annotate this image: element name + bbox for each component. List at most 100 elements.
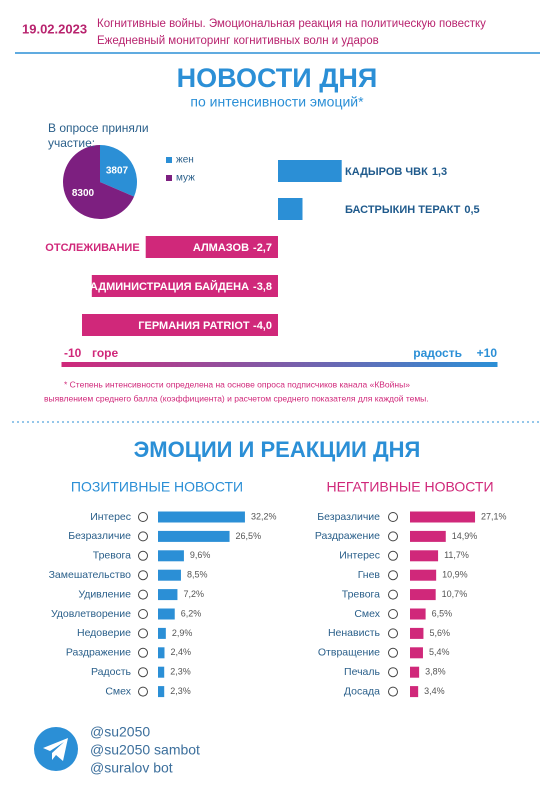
emoji-icon bbox=[388, 570, 398, 581]
bar bbox=[158, 589, 178, 601]
emoji-icon bbox=[388, 667, 398, 678]
legend-label: муж bbox=[176, 173, 195, 184]
header-line: Ежедневный мониторинг когнитивных волн и… bbox=[97, 35, 379, 47]
category: АДМИНИСТРАЦИЯ БАЙДЕНА bbox=[90, 280, 249, 293]
value-label: 2,4% bbox=[170, 647, 191, 657]
bar bbox=[158, 686, 165, 698]
category: АЛМАЗОВ bbox=[193, 242, 249, 254]
value-label: 0,5 bbox=[464, 204, 479, 216]
category-label: Замешательство bbox=[49, 569, 132, 581]
slice-label: 8300 bbox=[72, 188, 95, 199]
bar-label: АДМИНИСТРАЦИЯ БАЙДЕНА -3,8 bbox=[90, 280, 272, 293]
category-label: Недоверие bbox=[77, 627, 131, 639]
bar bbox=[410, 686, 419, 698]
emoji-icon bbox=[138, 686, 148, 697]
section-title: ЭМОЦИИ И РЕАКЦИИ ДНЯ bbox=[134, 437, 421, 462]
handle[interactable]: @su2050 sambot bbox=[90, 742, 200, 758]
value-label: 26,5% bbox=[236, 531, 262, 541]
date: 19.02.2023 bbox=[22, 21, 87, 36]
value-label: 32,2% bbox=[251, 511, 277, 521]
title: НОВОСТИ ДНЯ bbox=[177, 63, 378, 93]
handle[interactable]: @su2050 bbox=[90, 724, 150, 740]
pie-slice bbox=[62, 145, 135, 220]
value-label: 1,3 bbox=[432, 166, 447, 178]
bar bbox=[158, 511, 245, 523]
legend-swatch bbox=[166, 175, 172, 181]
category-label: Отвращение bbox=[318, 647, 380, 659]
header-line: Когнитивные войны. Эмоциональная реакция… bbox=[97, 18, 486, 30]
value-label: 3,4% bbox=[424, 686, 445, 696]
emoji-icon bbox=[388, 647, 398, 658]
category-label: Смех bbox=[354, 608, 380, 620]
category-label: Интерес bbox=[90, 511, 131, 523]
slice-label: 3807 bbox=[106, 165, 129, 176]
scale-bar bbox=[62, 362, 497, 367]
value-label: 5,6% bbox=[429, 628, 450, 638]
telegram-logo bbox=[34, 727, 78, 771]
bar bbox=[158, 569, 181, 581]
footnote: * Степень интенсивности определена на ос… bbox=[64, 379, 410, 389]
value-label: 3,8% bbox=[425, 667, 446, 677]
bar-label-lead: ОТСЛЕЖИВАНИЕ bbox=[45, 242, 139, 254]
bar-label: БАСТРЫКИН ТЕРАКТ 0,5 bbox=[345, 204, 480, 216]
category-label: Раздражение bbox=[315, 530, 380, 542]
emoji-icon bbox=[138, 589, 148, 600]
category-label: Безразличие bbox=[317, 511, 380, 523]
category-label: Тревога bbox=[93, 550, 131, 562]
value-label: 7,2% bbox=[183, 589, 204, 599]
emoji-icon bbox=[388, 589, 398, 600]
emoji-icon bbox=[138, 647, 148, 658]
emoji-icon bbox=[388, 686, 398, 697]
value-label: -3,8 bbox=[253, 281, 272, 293]
scale-label: -10 bbox=[64, 346, 82, 360]
bar bbox=[410, 589, 436, 601]
emoji-icon bbox=[138, 667, 148, 678]
category: БАСТРЫКИН ТЕРАКТ bbox=[345, 204, 461, 216]
bar bbox=[410, 550, 439, 562]
bar bbox=[158, 530, 230, 542]
category-label: Смех bbox=[105, 685, 131, 697]
panel-title: ПОЗИТИВНЫЕ НОВОСТИ bbox=[71, 479, 243, 495]
bar bbox=[158, 627, 166, 639]
bar bbox=[410, 530, 446, 542]
bar bbox=[278, 160, 342, 182]
bar bbox=[158, 608, 175, 620]
value-label: 2,3% bbox=[170, 686, 191, 696]
survey-title: В опросе приняли участие: bbox=[48, 121, 149, 150]
bar bbox=[410, 647, 423, 659]
bar bbox=[410, 666, 420, 678]
panel-title: НЕГАТИВНЫЕ НОВОСТИ bbox=[326, 479, 493, 495]
subtitle: по интенсивности эмоций* bbox=[190, 94, 364, 110]
scale-label: +10 bbox=[477, 346, 498, 360]
bar bbox=[145, 236, 278, 258]
value-label: 8,5% bbox=[187, 570, 208, 580]
handle[interactable]: @suralov bot bbox=[90, 760, 173, 776]
value-label: 6,5% bbox=[432, 608, 453, 618]
category-label: Удовлетворение bbox=[51, 608, 131, 620]
category-label: Тревога bbox=[342, 588, 380, 600]
emoji-icon bbox=[388, 609, 398, 619]
bar bbox=[158, 666, 165, 678]
category-label: Гнев bbox=[358, 569, 381, 581]
emoji-icon bbox=[138, 570, 148, 581]
footnote: выявлением среднего балла (коэффициента)… bbox=[44, 393, 429, 403]
bar bbox=[158, 647, 165, 659]
category-label: Досада bbox=[344, 685, 380, 697]
bar-label: АЛМАЗОВ -2,7 bbox=[193, 242, 272, 254]
emoji-icon bbox=[388, 550, 398, 561]
bar bbox=[410, 627, 424, 639]
value-label: 5,4% bbox=[429, 647, 450, 657]
value-label: 10,9% bbox=[442, 570, 468, 580]
emoji-icon bbox=[388, 512, 398, 522]
category: ГЕРМАНИЯ PATRIOT bbox=[138, 320, 250, 332]
value-label: 27,1% bbox=[481, 511, 507, 521]
emoji-icon bbox=[138, 628, 148, 639]
category-label: Радость bbox=[91, 666, 132, 678]
bar bbox=[410, 569, 437, 581]
bar bbox=[410, 511, 476, 523]
emoji-icon bbox=[138, 512, 148, 522]
value-label: 2,9% bbox=[172, 628, 193, 638]
category-label: Интерес bbox=[339, 550, 380, 562]
value-label: 10,7% bbox=[442, 589, 468, 599]
